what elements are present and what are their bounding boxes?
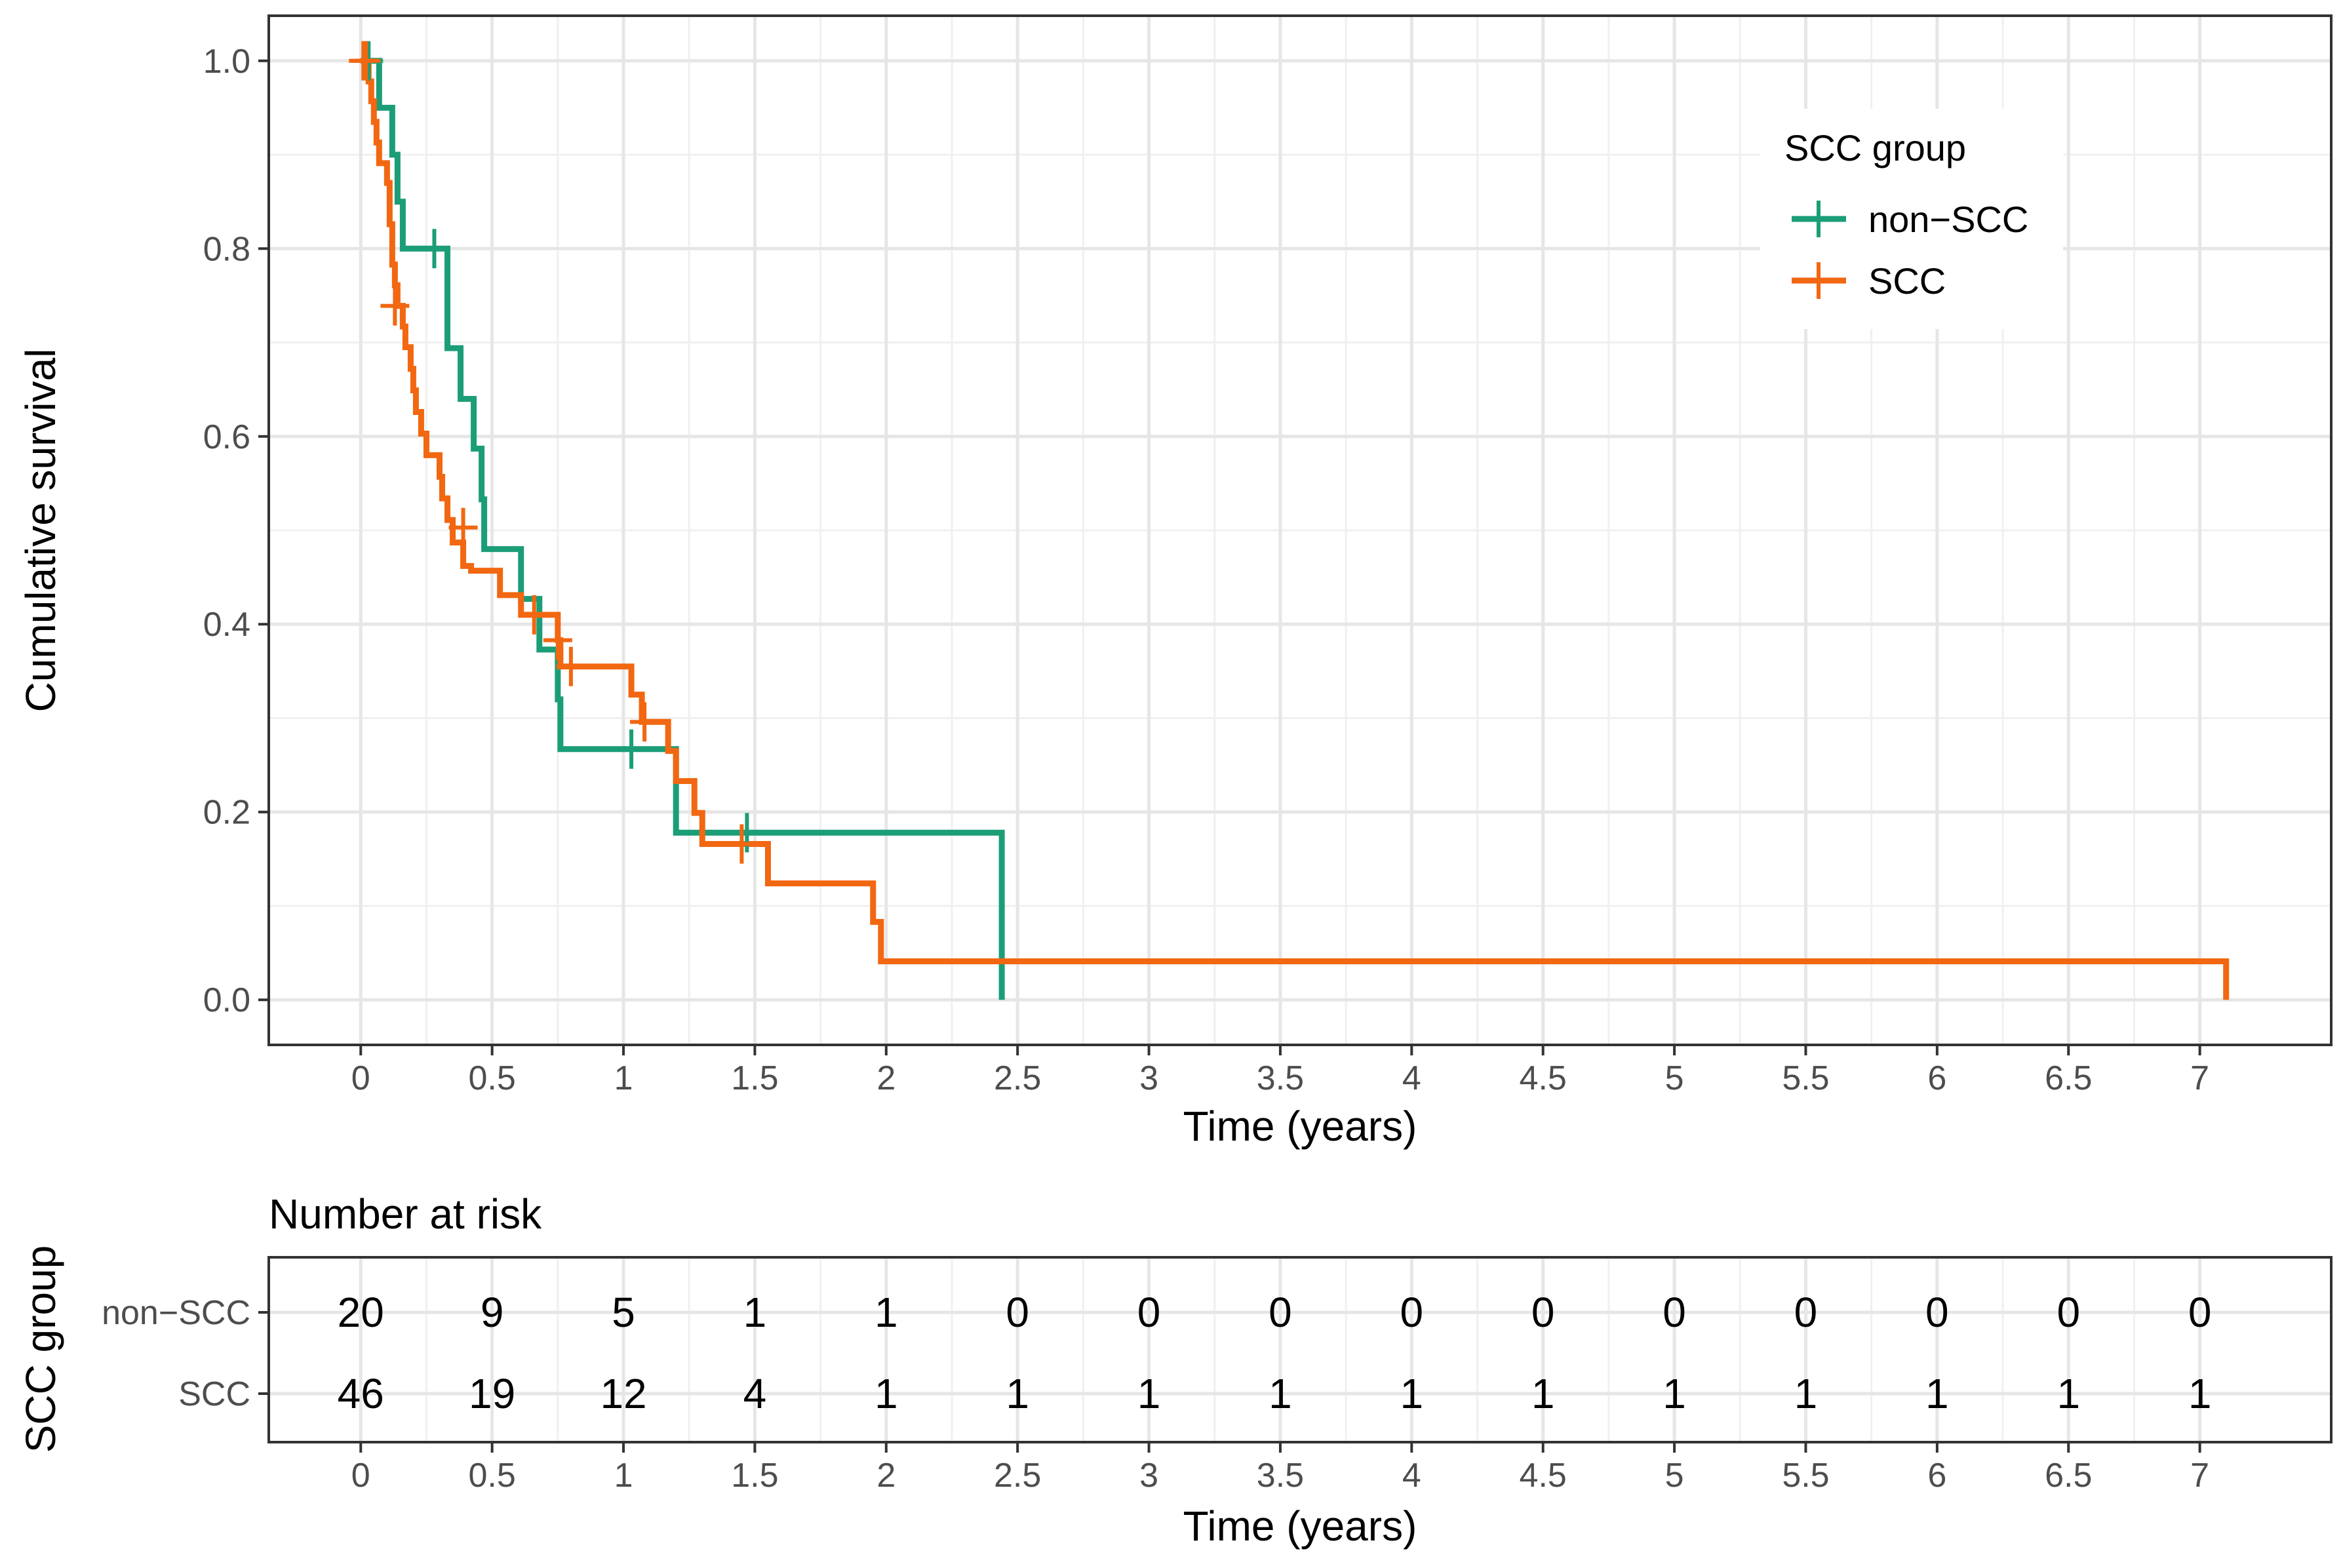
risk-value-non-scc: 0: [2188, 1289, 2212, 1336]
risk-value-scc: 1: [1137, 1370, 1161, 1417]
km-y-axis-title: Cumulative survival: [17, 349, 64, 713]
risk-value-non-scc: 9: [481, 1289, 504, 1336]
risk-value-scc: 1: [1925, 1370, 1949, 1417]
risk-value-scc: 1: [1006, 1370, 1029, 1417]
km-x-tick-label: 0.5: [469, 1059, 516, 1097]
km-y-tick-label: 0.0: [203, 981, 250, 1019]
risk-x-tick-label: 4.5: [1520, 1457, 1567, 1495]
risk-value-non-scc: 5: [612, 1289, 635, 1336]
km-y-tick-label: 0.8: [203, 230, 250, 268]
risk-x-tick-label: 5.5: [1782, 1457, 1829, 1495]
risk-value-non-scc: 0: [1794, 1289, 1818, 1336]
risk-x-tick-label: 3: [1139, 1457, 1158, 1495]
km-curves: [361, 58, 2230, 1000]
km-censor-marks: [349, 41, 762, 864]
risk-x-tick-label: 6.5: [2045, 1457, 2092, 1495]
km-y-tick-label: 0.6: [203, 418, 250, 456]
risk-x-axis-title: Time (years): [1183, 1502, 1417, 1550]
risk-table-panel: Number at risk 20 9 5 1 1 0 0 0 0 0 0 0 0 0 046 19 12 4 1 1…: [17, 1190, 2333, 1550]
risk-value-non-scc: 0: [1400, 1289, 1424, 1336]
risk-value-non-scc: 0: [1137, 1289, 1161, 1336]
km-x-tick-label: 6.5: [2045, 1059, 2092, 1097]
risk-value-scc: 1: [1531, 1370, 1555, 1417]
legend: SCC group non−SCC SCC: [1760, 109, 2063, 329]
risk-x-tick-label: 0.5: [469, 1457, 516, 1495]
risk-x-tick-label: 1: [614, 1457, 633, 1495]
legend-label-scc: SCC: [1868, 260, 1946, 302]
km-x-tick-label: 2: [876, 1059, 896, 1097]
km-x-tick-label: 4: [1402, 1059, 1421, 1097]
risk-value-non-scc: 0: [1006, 1289, 1029, 1336]
risk-y-axis-ticks: non−SCC SCC: [102, 1294, 269, 1413]
risk-row-label-scc: SCC: [178, 1375, 250, 1413]
risk-value-scc: 1: [2057, 1370, 2080, 1417]
km-x-tick-label: 2.5: [994, 1059, 1041, 1097]
legend-key-non-scc: [1792, 201, 1846, 237]
risk-value-non-scc: 0: [1269, 1289, 1292, 1336]
km-x-tick-label: 0: [351, 1059, 370, 1097]
risk-x-tick-label: 7: [2190, 1457, 2209, 1495]
km-x-axis-title: Time (years): [1183, 1103, 1417, 1150]
km-x-tick-label: 1: [614, 1059, 633, 1097]
legend-title: SCC group: [1784, 127, 1966, 168]
risk-value-non-scc: 1: [743, 1289, 767, 1336]
risk-value-scc: 1: [1269, 1370, 1292, 1417]
risk-value-scc: 19: [469, 1370, 515, 1417]
risk-x-axis-ticks: 0 0.5 1 1.5 2 2.5 3 3.5 4 4.5 5 5.5 6 6.5 7: [351, 1442, 2209, 1495]
risk-value-non-scc: 0: [1663, 1289, 1686, 1336]
risk-value-scc: 1: [1400, 1370, 1424, 1417]
risk-x-tick-label: 6: [1927, 1457, 1946, 1495]
km-y-tick-label: 0.4: [203, 606, 250, 644]
risk-values: 20 9 5 1 1 0 0 0 0 0 0 0 0 0 0 46 19 12 4 1 1 1 1 1 1 1 1 1 1 1: [338, 1289, 2212, 1417]
km-x-tick-label: 4.5: [1520, 1059, 1567, 1097]
km-x-tick-label: 3: [1139, 1059, 1158, 1097]
risk-value-scc: 1: [875, 1370, 898, 1417]
km-x-tick-label: 6: [1927, 1059, 1946, 1097]
risk-row-label-non-scc: non−SCC: [102, 1294, 250, 1332]
km-plot-border: [267, 14, 2333, 1046]
km-x-tick-label: 5.5: [1782, 1059, 1829, 1097]
risk-value-non-scc: 20: [338, 1289, 384, 1336]
risk-value-non-scc: 0: [1925, 1289, 1949, 1336]
risk-x-tick-label: 2.5: [994, 1457, 1041, 1495]
risk-y-axis-title: SCC group: [17, 1245, 64, 1453]
km-x-axis-ticks: 0 0.5 1 1.5 2 2.5 3 3.5 4 4.5 5 5.5 6 6.5 7: [351, 1045, 2209, 1097]
risk-value-scc: 46: [338, 1370, 384, 1417]
risk-value-non-scc: 1: [875, 1289, 898, 1336]
km-curve-non-scc: [361, 58, 1005, 1000]
km-x-tick-label: 7: [2190, 1059, 2209, 1097]
risk-value-scc: 1: [1794, 1370, 1818, 1417]
legend-label-non-scc: non−SCC: [1868, 199, 2028, 240]
risk-value-non-scc: 0: [1531, 1289, 1555, 1336]
risk-value-scc: 1: [1663, 1370, 1686, 1417]
km-x-tick-label: 5: [1665, 1059, 1684, 1097]
risk-x-tick-label: 1.5: [731, 1457, 778, 1495]
km-y-tick-label: 1.0: [203, 43, 250, 81]
risk-x-tick-label: 4: [1402, 1457, 1421, 1495]
km-x-tick-label: 3.5: [1257, 1059, 1304, 1097]
risk-x-tick-label: 0: [351, 1457, 370, 1495]
km-grid-minor: [269, 16, 2331, 1045]
risk-table-border: [267, 1256, 2333, 1443]
risk-table-background: [269, 1257, 2331, 1442]
risk-grid: [269, 1257, 2331, 1442]
km-curve-scc: [361, 58, 2230, 1000]
risk-table-title: Number at risk: [269, 1190, 542, 1238]
risk-value-non-scc: 0: [2057, 1289, 2080, 1336]
km-x-tick-label: 1.5: [731, 1059, 778, 1097]
risk-x-tick-label: 5: [1665, 1457, 1684, 1495]
risk-value-scc: 4: [743, 1370, 767, 1417]
km-y-tick-label: 0.2: [203, 794, 250, 832]
risk-value-scc: 1: [2188, 1370, 2212, 1417]
risk-x-tick-label: 2: [876, 1457, 896, 1495]
km-plot-panel: 0 0.5 1 1.5 2 2.5 3 3.5 4 4.5 5 5.5 6 6.5 7 0.00.20.40…: [17, 14, 2333, 1150]
legend-key-scc: [1792, 262, 1846, 299]
risk-value-scc: 12: [600, 1370, 646, 1417]
km-y-axis-ticks: 0.0 0.2 0.4 0.6 0.8 1.0: [203, 43, 269, 1019]
risk-x-tick-label: 3.5: [1257, 1457, 1304, 1495]
